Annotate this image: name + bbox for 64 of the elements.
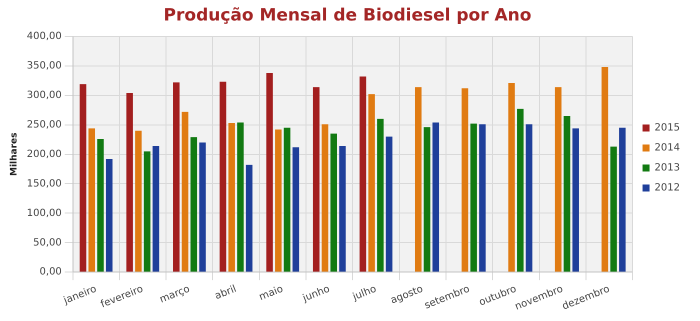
bar bbox=[517, 108, 524, 272]
y-tick-label: 400,00 bbox=[26, 30, 62, 42]
bar bbox=[190, 137, 198, 272]
bar bbox=[526, 124, 532, 272]
bar bbox=[508, 82, 515, 272]
x-tick-label: junho bbox=[300, 284, 332, 305]
bar bbox=[470, 124, 477, 272]
bar bbox=[135, 130, 142, 272]
chart-title: Produção Mensal de Biodiesel por Ano bbox=[164, 6, 532, 26]
bar bbox=[479, 124, 486, 272]
bar bbox=[602, 67, 608, 272]
y-tick-label: 50,00 bbox=[33, 237, 62, 248]
legend-label: 2013 bbox=[654, 162, 680, 174]
bar bbox=[312, 87, 320, 272]
bar bbox=[462, 88, 468, 272]
bar bbox=[144, 151, 150, 272]
bar bbox=[173, 82, 180, 272]
bar bbox=[619, 128, 626, 272]
y-axis-title: Milhares bbox=[10, 132, 20, 176]
bar bbox=[220, 82, 226, 272]
bar bbox=[199, 142, 206, 272]
bar bbox=[322, 124, 328, 272]
bar bbox=[106, 158, 113, 272]
y-tick-label: 250,00 bbox=[26, 119, 62, 130]
bar bbox=[182, 112, 188, 272]
bar bbox=[564, 116, 570, 272]
bar bbox=[88, 128, 96, 272]
y-tick-label: 0,00 bbox=[40, 266, 62, 278]
bar bbox=[414, 87, 422, 272]
legend-label: 2014 bbox=[654, 142, 680, 154]
y-tick-label: 300,00 bbox=[26, 90, 62, 101]
bar bbox=[152, 146, 160, 272]
bar bbox=[228, 123, 235, 272]
bar bbox=[339, 146, 346, 272]
x-tick-label: abril bbox=[213, 284, 238, 302]
bar bbox=[610, 146, 617, 272]
x-tick-label: março bbox=[158, 284, 192, 306]
bar bbox=[572, 128, 579, 272]
bar bbox=[330, 134, 337, 272]
bar bbox=[432, 122, 440, 272]
bar bbox=[237, 122, 244, 272]
legend-label: 2012 bbox=[654, 182, 680, 194]
bar bbox=[377, 118, 384, 272]
y-tick-label: 350,00 bbox=[26, 60, 62, 72]
bar bbox=[266, 72, 273, 272]
bar bbox=[386, 136, 392, 272]
x-tick-label: agosto bbox=[389, 284, 425, 306]
bar bbox=[126, 92, 133, 272]
bar bbox=[80, 84, 86, 272]
bar bbox=[97, 138, 104, 272]
bar bbox=[292, 147, 300, 272]
y-tick-label: 150,00 bbox=[26, 178, 62, 190]
bar bbox=[368, 94, 375, 272]
y-tick-label: 200,00 bbox=[26, 148, 62, 160]
bar bbox=[554, 87, 562, 272]
bar bbox=[275, 130, 282, 272]
x-tick-label: maio bbox=[258, 284, 285, 304]
bar bbox=[360, 76, 366, 272]
bar bbox=[246, 164, 252, 272]
bar bbox=[424, 127, 430, 272]
legend-label: 2015 bbox=[654, 122, 680, 134]
y-tick-label: 100,00 bbox=[26, 208, 62, 219]
x-tick-label: julho bbox=[350, 284, 378, 304]
bar bbox=[284, 128, 290, 272]
